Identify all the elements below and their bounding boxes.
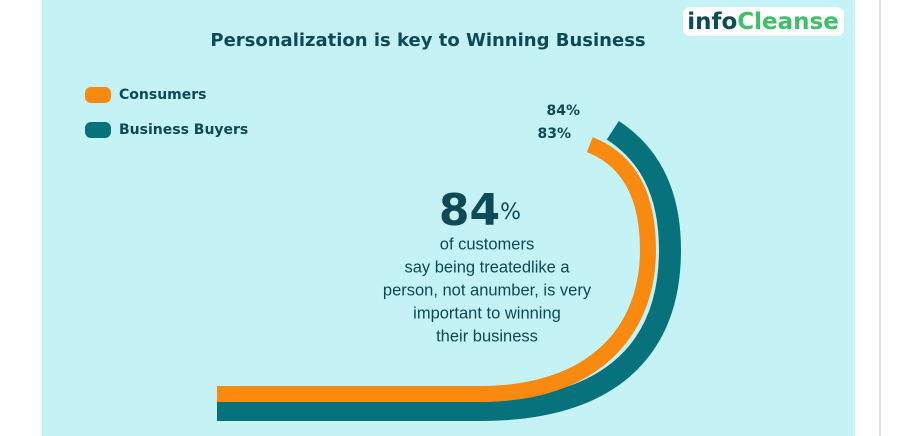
legend-label: Consumers bbox=[119, 87, 206, 103]
highlight-unit: % bbox=[500, 200, 521, 225]
logo-suffix: Cleanse bbox=[737, 9, 839, 35]
value-label: 83% bbox=[537, 126, 571, 142]
description: of customers say being treatedlike a perso… bbox=[383, 235, 592, 345]
description-line: their business bbox=[436, 327, 538, 345]
logo: infoCleanse bbox=[687, 9, 839, 35]
description-line: of customers bbox=[440, 235, 534, 253]
logo-prefix: info bbox=[687, 9, 737, 35]
description-line: person, not anumber, is very bbox=[383, 281, 592, 299]
panel bbox=[42, 0, 855, 436]
bars: 83% 84% bbox=[217, 65, 682, 421]
chart-title: Personalization is key to Winning Busine… bbox=[210, 30, 645, 51]
legend-swatch bbox=[85, 122, 111, 138]
logo-box bbox=[683, 7, 844, 36]
highlight-number: 84 bbox=[439, 185, 500, 236]
legend: Consumers Business Buyers bbox=[85, 87, 248, 138]
curved-bar bbox=[217, 65, 682, 421]
description-line: important to winning bbox=[413, 304, 561, 322]
value-label: 84% bbox=[546, 103, 580, 119]
description-line: say being treatedlike a bbox=[404, 258, 570, 276]
legend-swatch bbox=[85, 87, 111, 103]
curved-bar bbox=[217, 98, 657, 402]
highlight: 84% bbox=[439, 185, 521, 236]
legend-label: Business Buyers bbox=[119, 122, 248, 138]
